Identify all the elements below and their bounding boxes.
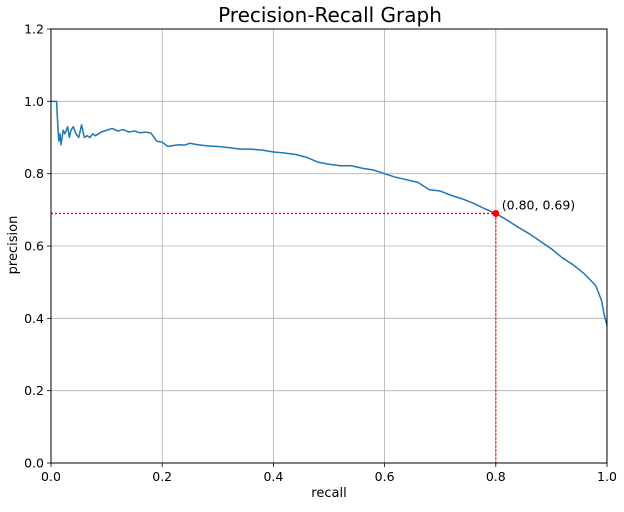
y-axis-label: precision (6, 216, 21, 275)
x-tick-label: 0.0 (41, 469, 61, 484)
x-tick-label: 0.4 (263, 469, 283, 484)
y-tick-label: 1.0 (24, 94, 44, 109)
y-tick-label: 0.6 (24, 239, 44, 254)
annotation-guides (51, 212, 497, 463)
tick-layer: 0.0 0.2 0.4 0.6 0.8 1.0 0.0 0.2 0.4 0.6 0.8 1.0 1.2 (24, 22, 617, 485)
series-layer (51, 100, 608, 326)
chart-title: Precision-Recall Graph (218, 3, 442, 27)
x-tick-label: 0.2 (152, 469, 172, 484)
y-tick-label: 0.4 (24, 311, 44, 326)
pr-curve-line (51, 100, 608, 326)
y-tick-label: 0.2 (24, 383, 44, 398)
annotation-label: (0.80, 0.69) (502, 197, 575, 212)
annotation-layer: (0.80, 0.69) (492, 197, 575, 217)
y-tick-label: 1.2 (24, 22, 44, 37)
y-tick-label: 0.8 (24, 166, 44, 181)
x-axis-label: recall (311, 486, 346, 501)
grid-layer (50, 28, 608, 464)
annotation-point (492, 209, 500, 217)
x-tick-label: 0.6 (375, 469, 395, 484)
y-tick-label: 0.0 (24, 456, 44, 471)
x-tick-label: 1.0 (597, 469, 617, 484)
x-tick-label: 0.8 (486, 469, 506, 484)
